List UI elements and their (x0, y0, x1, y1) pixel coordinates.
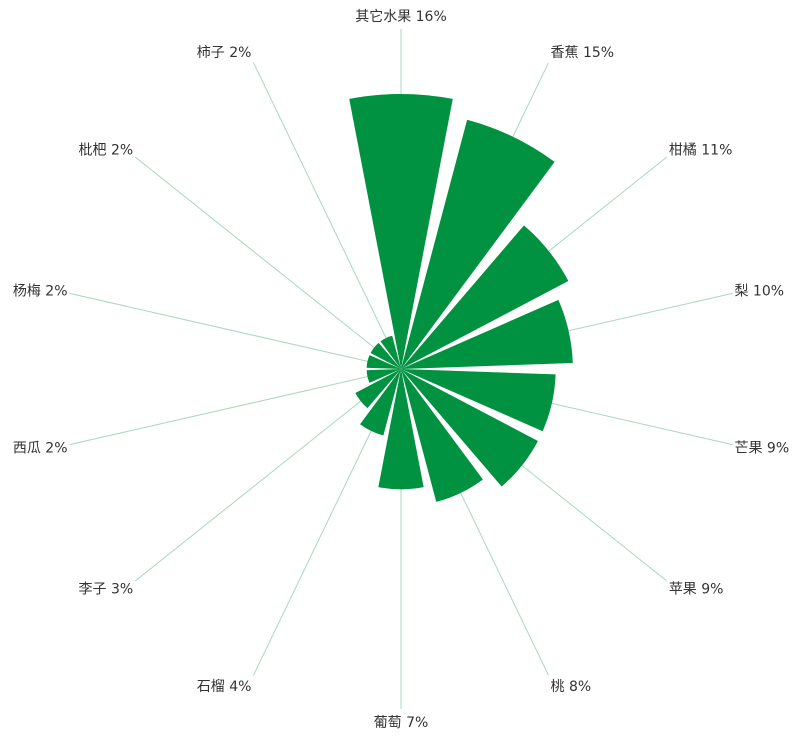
leader-line-13 (253, 62, 402, 370)
slice-label-9: 李子 3% (79, 581, 134, 597)
rose-slice-6[interactable] (401, 369, 483, 502)
slice-label-4: 芒果 9% (734, 440, 789, 456)
rose-slice-1[interactable] (401, 119, 555, 369)
rose-slice-11[interactable] (366, 355, 401, 369)
rose-slice-10[interactable] (366, 369, 401, 383)
slice-label-13: 柿子 2% (197, 44, 252, 61)
slice-label-2: 柑橘 11% (669, 143, 733, 159)
rose-slice-9[interactable] (355, 369, 401, 409)
rose-slice-7[interactable] (378, 369, 424, 490)
slice-label-3: 梨 10% (734, 284, 784, 300)
slice-label-0: 其它水果 16% (355, 8, 447, 25)
slice-label-6: 桃 8% (551, 679, 592, 695)
rose-slice-12[interactable] (370, 342, 401, 369)
rose-slice-0[interactable] (349, 94, 453, 370)
slice-label-12: 枇杷 2% (79, 143, 134, 159)
leader-line-10 (69, 368, 402, 446)
slice-label-11: 杨梅 2% (13, 284, 68, 300)
slice-label-8: 石榴 4% (197, 679, 252, 695)
leader-line-12 (134, 156, 402, 370)
rose-slice-13[interactable] (380, 335, 401, 369)
rose-slice-3[interactable] (401, 299, 573, 369)
slice-label-1: 香蕉 15% (551, 45, 615, 61)
slice-label-7: 葡萄 7% (374, 715, 429, 731)
slice-label-5: 苹果 9% (669, 581, 724, 597)
rose-slice-5[interactable] (401, 369, 538, 487)
slice-labels: 其它水果 16% 香蕉 15% 柑橘 11% 梨 10% 芒果 9% 苹果 9% 桃 8% 葡… (13, 8, 789, 731)
rose-slice-4[interactable] (401, 369, 556, 432)
rose-slice-8[interactable] (360, 369, 401, 436)
leader-line-9 (134, 368, 402, 582)
slice-label-10: 西瓜 2% (13, 440, 68, 456)
rose-slices (349, 94, 573, 502)
leader-line-11 (69, 292, 402, 370)
rose-slice-2[interactable] (401, 225, 569, 369)
